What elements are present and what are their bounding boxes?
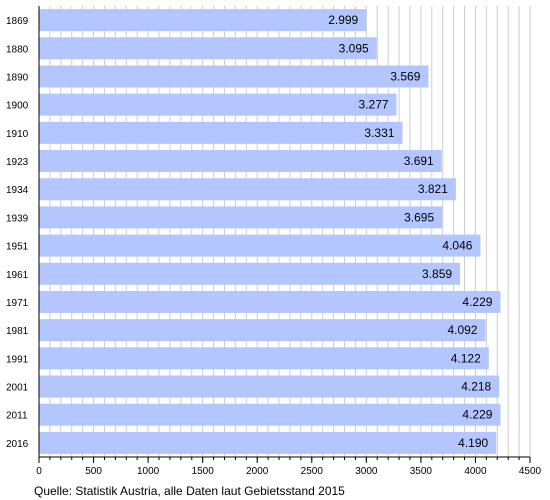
y-tick-label-1910: 1910 <box>6 129 29 140</box>
y-tick-label-1934: 1934 <box>6 185 29 196</box>
data-label-1923: 3.691 <box>404 154 434 168</box>
x-tick-label-3000: 3000 <box>355 466 378 477</box>
y-tick-label-1869: 1869 <box>6 16 29 27</box>
bar-1971 <box>39 290 501 313</box>
bar-1991 <box>39 347 489 370</box>
bar-1939 <box>39 206 443 229</box>
y-tick-label-2016: 2016 <box>6 439 29 450</box>
y-tick-label-1900: 1900 <box>6 101 29 112</box>
source-note: Quelle: Statistik Austria, alle Daten la… <box>34 484 345 498</box>
data-label-1961: 3.859 <box>422 267 452 281</box>
y-tick-label-1880: 1880 <box>6 44 29 55</box>
bar-1961 <box>39 262 461 285</box>
y-tick-label-1890: 1890 <box>6 72 29 83</box>
bar-1934 <box>39 178 456 201</box>
x-tick-label-500: 500 <box>85 466 102 477</box>
x-tick-label-3500: 3500 <box>410 466 433 477</box>
bar-1981 <box>39 319 486 342</box>
bar-1880 <box>39 37 377 60</box>
data-label-2001: 4.218 <box>461 380 491 394</box>
y-tick-label-2011: 2011 <box>6 411 28 422</box>
data-label-1934: 3.821 <box>418 182 448 196</box>
data-label-1890: 3.569 <box>390 69 420 83</box>
y-tick-label-1923: 1923 <box>6 157 29 168</box>
data-label-2016: 4.190 <box>458 436 488 450</box>
y-tick-label-1991: 1991 <box>6 354 29 365</box>
y-tick-label-1951: 1951 <box>6 242 29 253</box>
y-tick-label-2001: 2001 <box>6 383 29 394</box>
data-label-1910: 3.331 <box>364 126 394 140</box>
data-label-1880: 3.095 <box>339 41 369 55</box>
bar-1869 <box>39 9 367 32</box>
x-tick-label-2500: 2500 <box>301 466 324 477</box>
bar-2016 <box>39 431 497 454</box>
bar-1910 <box>39 121 403 144</box>
data-label-2011: 4.229 <box>462 408 492 422</box>
bar-1923 <box>39 150 442 173</box>
data-label-1991: 4.122 <box>451 351 481 365</box>
data-label-1939: 3.695 <box>404 210 434 224</box>
x-tick-label-4500: 4500 <box>519 466 542 477</box>
y-tick-label-1971: 1971 <box>6 298 29 309</box>
x-tick-label-4000: 4000 <box>464 466 487 477</box>
data-label-1951: 4.046 <box>442 239 472 253</box>
x-tick-label-1000: 1000 <box>137 466 160 477</box>
axes-group: 1869 1880 1890 1900 1910 1923 1934 1939 1951 1961… <box>6 6 542 477</box>
bar-2011 <box>39 403 501 426</box>
y-tick-label-1939: 1939 <box>6 213 29 224</box>
x-tick-label-1500: 1500 <box>192 466 215 477</box>
y-tick-label-1981: 1981 <box>6 326 29 337</box>
x-tick-label-0: 0 <box>36 466 42 477</box>
data-label-1900: 3.277 <box>359 98 389 112</box>
bar-1900 <box>39 93 397 116</box>
bar-1890 <box>39 65 429 88</box>
bars-group: 2.999 3.095 3.569 3.277 3.331 3.691 3.821 3.695… <box>39 9 501 454</box>
data-label-1981: 4.092 <box>447 323 477 337</box>
data-label-1869: 2.999 <box>328 13 358 27</box>
y-tick-label-1961: 1961 <box>6 270 29 281</box>
bar-2001 <box>39 375 500 398</box>
data-label-1971: 4.229 <box>462 295 492 309</box>
bar-1951 <box>39 234 481 257</box>
x-tick-label-2000: 2000 <box>246 466 269 477</box>
